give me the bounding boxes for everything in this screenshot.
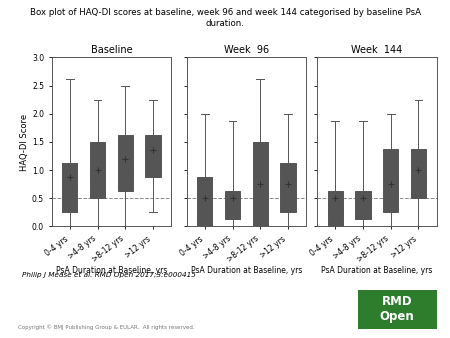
PathPatch shape <box>225 191 240 219</box>
PathPatch shape <box>90 142 105 198</box>
X-axis label: PsA Duration at Baseline, yrs: PsA Duration at Baseline, yrs <box>321 266 432 274</box>
Text: Box plot of HAQ-DI scores at baseline, week 96 and week 144 categorised by basel: Box plot of HAQ-DI scores at baseline, w… <box>30 8 420 28</box>
PathPatch shape <box>280 163 296 212</box>
Title: Week  144: Week 144 <box>351 45 402 55</box>
Title: Baseline: Baseline <box>90 45 132 55</box>
PathPatch shape <box>328 191 343 226</box>
Text: Copyright © BMJ Publishing Group & EULAR.  All rights reserved.: Copyright © BMJ Publishing Group & EULAR… <box>18 324 194 330</box>
PathPatch shape <box>252 142 268 226</box>
Text: Philip J Mease et al. RMD Open 2017;3:e000415: Philip J Mease et al. RMD Open 2017;3:e0… <box>22 272 196 278</box>
Y-axis label: HAQ-DI Score: HAQ-DI Score <box>20 113 29 171</box>
PathPatch shape <box>356 191 371 219</box>
PathPatch shape <box>197 177 212 226</box>
X-axis label: PsA Duration at Baseline, yrs: PsA Duration at Baseline, yrs <box>56 266 167 274</box>
PathPatch shape <box>411 149 426 198</box>
PathPatch shape <box>383 149 398 212</box>
Title: Week  96: Week 96 <box>224 45 269 55</box>
X-axis label: PsA Duration at Baseline, yrs: PsA Duration at Baseline, yrs <box>191 266 302 274</box>
Text: RMD
Open: RMD Open <box>380 295 414 323</box>
PathPatch shape <box>145 135 161 177</box>
PathPatch shape <box>62 163 77 212</box>
PathPatch shape <box>117 135 133 191</box>
